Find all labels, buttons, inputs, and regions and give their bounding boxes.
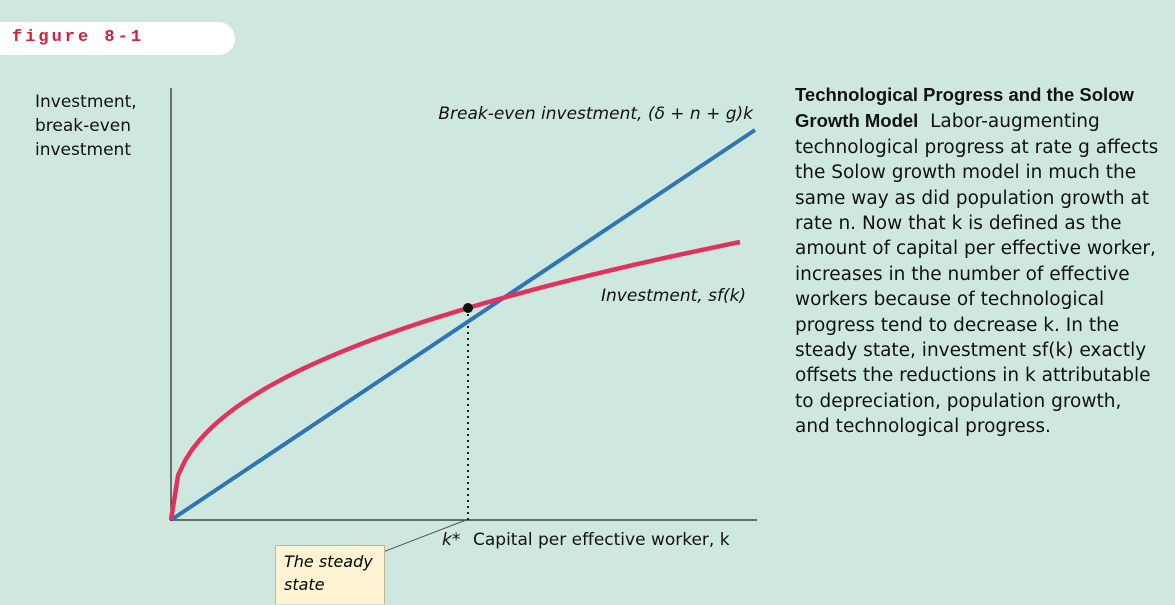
x-axis-label: Capital per effective worker, k [473,530,730,550]
breakeven-line [169,128,757,522]
y-axis-label: Investment, break-even investment [35,92,137,160]
figure-tab: figure 8-1 [0,22,235,55]
k-star-label: k* [442,530,461,550]
callout-box: The steady state [275,545,385,604]
callout-leader [369,519,467,558]
caption-title: Technological Progress and the Solow Gro… [795,84,1134,132]
investment-label: Investment, sf(k) [601,286,747,306]
figure-label: figure 8-1 [12,28,145,47]
breakeven-label: Break-even investment, (δ + n + g)k [438,104,753,124]
investment-curve [168,239,741,521]
caption: Technological Progress and the Solow Gro… [795,82,1160,440]
steady-state-point [463,303,473,313]
caption-body: Labor-augmenting technological progress … [795,111,1159,438]
